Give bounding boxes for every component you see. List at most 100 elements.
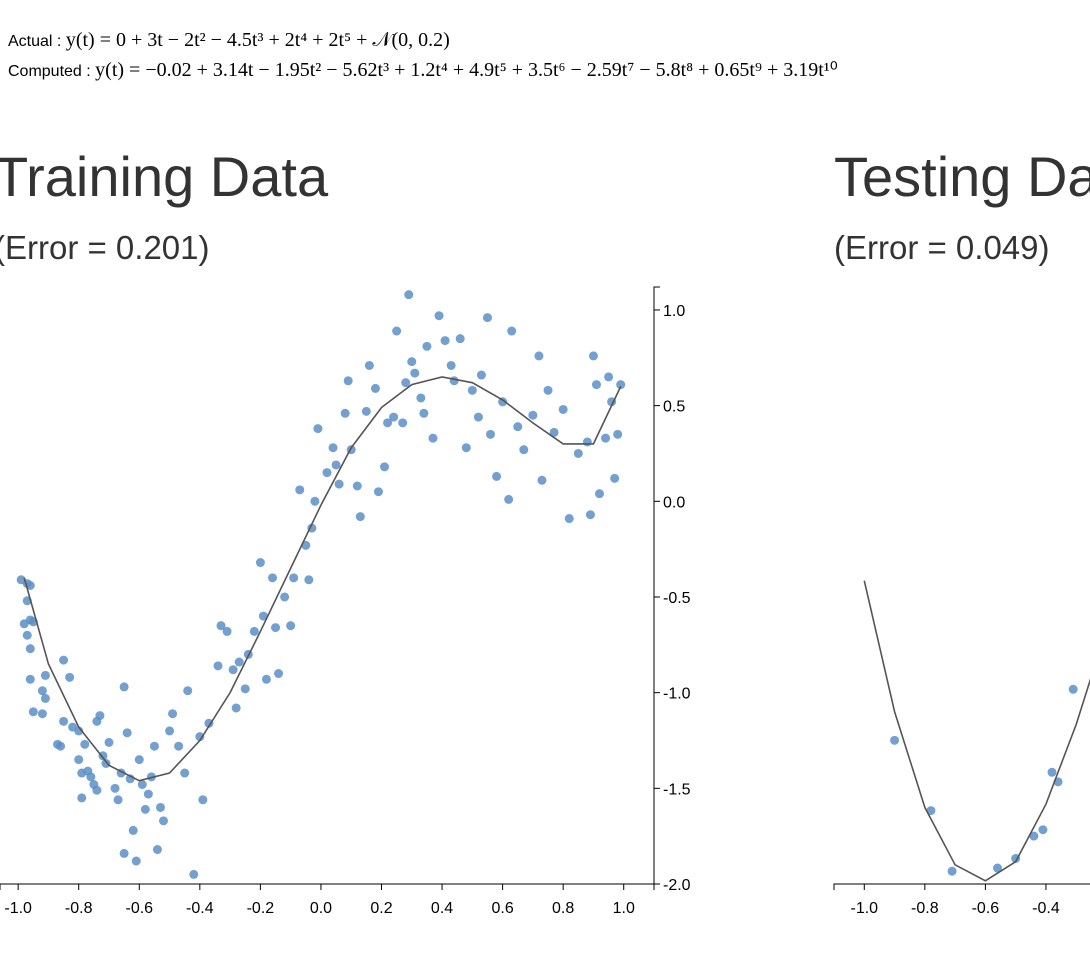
x-tick-label: -1.0: [4, 900, 32, 917]
data-point: [573, 448, 583, 458]
data-point: [204, 718, 214, 728]
data-point: [504, 494, 514, 504]
data-point: [428, 433, 438, 443]
data-point: [180, 768, 190, 778]
data-point: [616, 380, 626, 390]
data-point: [168, 709, 178, 719]
data-point: [519, 445, 529, 455]
data-point: [558, 404, 568, 414]
x-tick-label: -0.2: [247, 900, 275, 917]
y-tick-label: 1.0: [663, 303, 685, 320]
x-tick-label: -0.6: [972, 900, 1000, 917]
x-tick-label: 0.6: [491, 900, 513, 917]
y-tick-label: -1.5: [663, 781, 691, 798]
data-point: [122, 728, 132, 738]
chart-subtitle: (Error = 0.201): [0, 229, 210, 266]
data-point: [274, 669, 284, 679]
data-point: [486, 429, 495, 439]
data-point: [416, 393, 426, 403]
x-tick-label: -0.8: [65, 900, 93, 917]
data-point: [37, 709, 47, 719]
data-point: [498, 397, 508, 407]
chart-title: Training Data: [0, 145, 329, 208]
y-axis: [653, 286, 660, 885]
y-tick-label: -1.0: [663, 686, 691, 703]
data-point: [380, 462, 390, 472]
data-point: [398, 418, 408, 428]
data-point: [289, 573, 299, 583]
data-point: [286, 621, 296, 631]
data-point: [507, 326, 517, 336]
data-point: [446, 360, 456, 370]
data-point: [401, 378, 411, 388]
data-point: [334, 479, 344, 489]
data-point: [152, 845, 162, 855]
data-point: [22, 630, 32, 640]
data-point: [249, 626, 259, 636]
data-point: [213, 661, 223, 671]
x-tick-label: -0.4: [186, 900, 214, 917]
data-point: [271, 623, 281, 633]
equation: y(t) = −0.02 + 3.14t − 1.95t² − 5.62t³ +…: [95, 59, 838, 81]
x-tick-label: 1.0: [613, 900, 635, 917]
data-point: [392, 326, 402, 336]
data-point: [601, 433, 611, 443]
label: Actual :: [8, 33, 66, 50]
x-tick-label: -0.8: [911, 900, 939, 917]
x-tick-label: 0.0: [310, 900, 332, 917]
data-point: [588, 351, 598, 361]
data-point: [222, 626, 232, 636]
data-point: [228, 665, 238, 675]
data-point: [86, 772, 96, 782]
data-point: [410, 368, 420, 378]
data-point: [131, 856, 141, 866]
data-point: [492, 471, 502, 481]
data-point: [25, 644, 35, 654]
data-point: [467, 385, 477, 395]
y-tick-label: -2.0: [663, 877, 691, 894]
data-point: [890, 735, 900, 745]
data-point: [473, 412, 483, 422]
data-point: [310, 496, 320, 506]
data-point: [449, 376, 459, 386]
data-point: [174, 741, 184, 751]
data-point: [140, 804, 150, 814]
data-point: [549, 427, 559, 437]
data-point: [37, 686, 47, 696]
data-point: [476, 370, 486, 380]
data-point: [370, 383, 380, 393]
data-point: [104, 737, 114, 747]
equation: y(t) = 0 + 3t − 2t² − 4.5t³ + 2t⁴ + 2t⁵ …: [65, 29, 450, 51]
data-point: [110, 783, 120, 793]
data-point: [143, 789, 153, 799]
x-tick-label: 0.2: [370, 900, 392, 917]
chart-title: Testing Data: [834, 145, 1090, 208]
data-point: [92, 785, 102, 795]
data-point: [383, 418, 393, 428]
data-point: [1038, 825, 1048, 835]
data-point: [98, 751, 108, 761]
chart-subtitle: (Error = 0.049): [834, 229, 1050, 266]
data-point: [613, 429, 623, 439]
data-point: [255, 558, 265, 568]
data-point: [404, 290, 414, 300]
equations: Actual : y(t) = 0 + 3t − 2t² − 4.5t³ + 2…: [8, 26, 838, 86]
data-point: [513, 422, 523, 432]
x-tick-label: -0.6: [125, 900, 153, 917]
data-point: [328, 443, 338, 453]
data-point: [137, 780, 147, 789]
data-point: [59, 716, 69, 726]
data-point: [322, 468, 332, 478]
data-point: [591, 380, 601, 390]
actual-line: Actual : y(t) = 0 + 3t − 2t² − 4.5t³ + 2…: [8, 26, 838, 56]
data-point: [28, 707, 38, 717]
data-point: [355, 512, 365, 522]
data-point: [585, 510, 595, 520]
label: Computed :: [8, 63, 96, 80]
data-point: [434, 311, 444, 321]
data-point: [419, 408, 429, 418]
data-point: [340, 408, 350, 418]
x-tick-label: -0.4: [1032, 900, 1060, 917]
